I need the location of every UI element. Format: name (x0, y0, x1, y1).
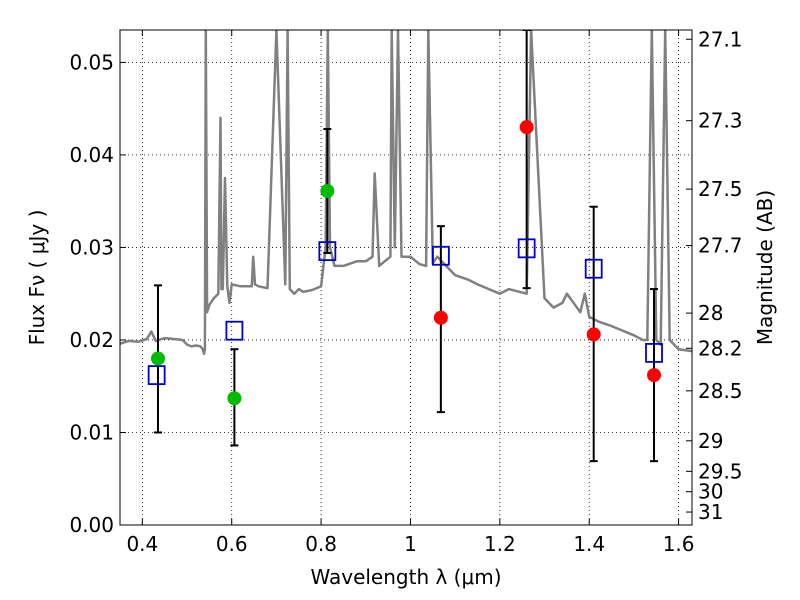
observed-red-point (519, 120, 534, 135)
observed-green-point (227, 391, 242, 406)
x-tick-label: 0.4 (126, 532, 158, 556)
model-square-marker (517, 238, 536, 259)
model-square-marker (584, 258, 603, 279)
magnitude-tick-label: 27.3 (698, 109, 743, 133)
axis-labels: 0.4 0.6 0.8 1 1.2 1.4 1.6 0.00 0.01 0.02 0.03 0.04 0… (25, 27, 777, 589)
magnitude-tick-label: 28.5 (698, 379, 743, 403)
y-tick-label: 0.04 (69, 143, 114, 167)
magnitude-tick-label: 27.1 (698, 27, 743, 51)
observed-green-point (320, 183, 335, 198)
model-square-marker (225, 320, 244, 341)
observed-red-point (433, 310, 448, 325)
plot-frame (119, 29, 693, 526)
axis-ticks (120, 30, 692, 526)
observed-green-point (150, 351, 165, 366)
magnitude-tick-label: 28.2 (698, 336, 743, 360)
magnitude-tick-label: 27.7 (698, 234, 743, 258)
magnitude-tick-label: 29 (698, 429, 723, 453)
magnitude-tick-label: 31 (698, 500, 723, 524)
magnitude-tick-label: 29.5 (698, 459, 743, 483)
model-square-marker (431, 245, 450, 266)
magnitude-tick-label: 30 (698, 480, 723, 504)
y-tick-label: 0.00 (69, 513, 114, 537)
y-tick-label: 0.02 (69, 328, 114, 352)
plot-area (120, 30, 692, 463)
observed-red-point (586, 327, 601, 342)
y-axis-label: Flux Fν ( μJy ) (25, 210, 49, 346)
model-square-marker (318, 241, 337, 262)
model-square-marker (147, 365, 166, 386)
x-axis-label: Wavelength λ (μm) (310, 565, 501, 589)
y-tick-label: 0.01 (69, 420, 114, 444)
spectrum-line (120, 30, 692, 356)
x-tick-label: 0.6 (216, 532, 248, 556)
observed-red-point (647, 368, 662, 383)
magnitude-axis-label: Magnitude (AB) (753, 190, 777, 345)
x-tick-label: 1.6 (663, 532, 695, 556)
x-tick-label: 1.4 (573, 532, 605, 556)
x-tick-label: 1.2 (484, 532, 516, 556)
x-tick-label: 0.8 (305, 532, 337, 556)
y-tick-label: 0.05 (69, 50, 114, 74)
magnitude-tick-label: 27.5 (698, 177, 743, 201)
model-square-marker (645, 343, 663, 363)
y-tick-label: 0.03 (69, 235, 114, 259)
x-tick-label: 1 (404, 532, 417, 556)
magnitude-tick-label: 28 (698, 301, 723, 325)
